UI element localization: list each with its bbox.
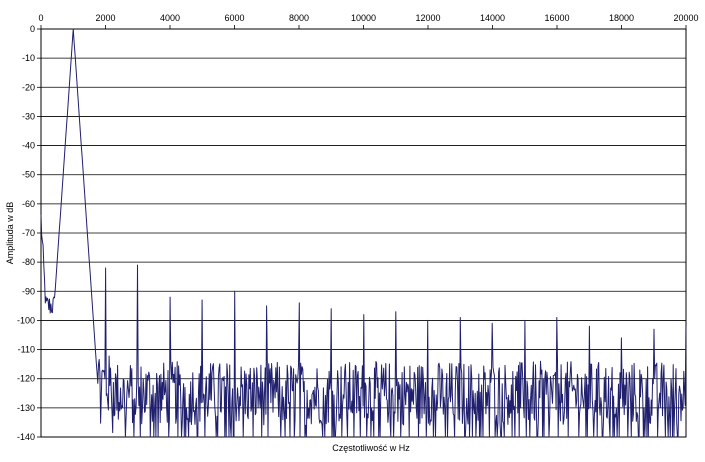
y-axis-title: Amplituda w dB xyxy=(5,202,15,265)
x-tick-label: 10000 xyxy=(351,13,376,23)
x-tick-label: 18000 xyxy=(609,13,634,23)
y-tick-label: -60 xyxy=(22,199,35,209)
spectrum-series-line xyxy=(40,28,687,438)
y-tick-label: 0 xyxy=(30,24,35,34)
x-tick-label: 2000 xyxy=(95,13,115,23)
y-tick-label: -20 xyxy=(22,82,35,92)
y-tick-label: -10 xyxy=(22,53,35,63)
y-tick-label: -130 xyxy=(17,403,35,413)
y-tick-label: -30 xyxy=(22,111,35,121)
y-tick-label: -120 xyxy=(17,374,35,384)
x-tick-label: 0 xyxy=(38,13,43,23)
y-tick-label: -100 xyxy=(17,315,35,325)
y-tick-label: -50 xyxy=(22,170,35,180)
x-tick-label: 4000 xyxy=(160,13,180,23)
y-tick-labels: 0 -10 -20 -30 -40 -50 -60 -70 -80 -90 -100 -110 -120… xyxy=(17,24,35,442)
y-tick-label: -90 xyxy=(22,286,35,296)
y-tick-label: -110 xyxy=(18,345,35,355)
y-tick-label: -70 xyxy=(22,228,35,238)
x-axis-title: Częstotliwość w Hz xyxy=(332,443,410,453)
y-tick-label: -140 xyxy=(17,432,35,442)
y-tick-label: -80 xyxy=(22,257,35,267)
plot-area xyxy=(40,28,687,438)
x-tick-label: 8000 xyxy=(289,13,309,23)
plot-frame xyxy=(40,28,687,438)
x-tick-label: 14000 xyxy=(480,13,505,23)
x-tick-label: 16000 xyxy=(544,13,569,23)
x-tick-label: 6000 xyxy=(224,13,244,23)
x-tick-labels: 0 2000 4000 6000 8000 10000 12000 14000 16000 180… xyxy=(38,13,698,23)
y-tick-label: -40 xyxy=(22,141,35,151)
x-tick-label: 12000 xyxy=(415,13,440,23)
x-tick-label: 20000 xyxy=(673,13,698,23)
